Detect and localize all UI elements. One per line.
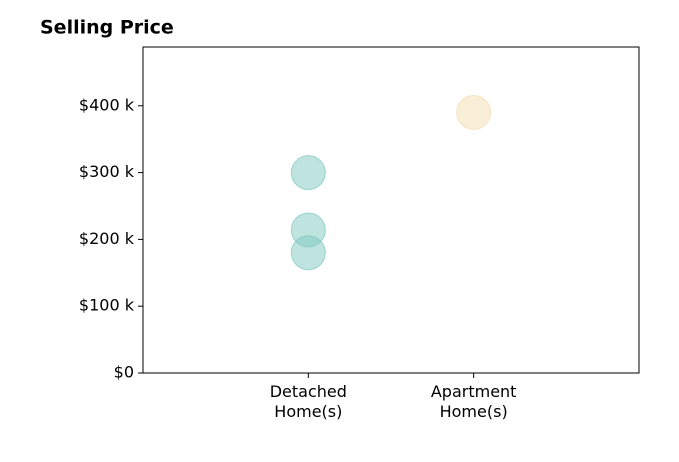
point [456, 94, 492, 130]
x-tick-label: Apartment Home(s) [430, 382, 517, 421]
point [290, 235, 326, 271]
y-tick-label: $0 [114, 363, 134, 382]
chart-title: Selling Price [40, 17, 174, 39]
point [290, 155, 326, 191]
plot-frame [142, 46, 640, 374]
y-tick-label: $200 k [79, 229, 135, 248]
x-tick-label: Detached Home(s) [269, 382, 347, 421]
y-tick-label: $100 k [79, 296, 135, 315]
y-tick-label: $400 k [79, 95, 135, 114]
y-tick-label: $300 k [79, 162, 135, 181]
